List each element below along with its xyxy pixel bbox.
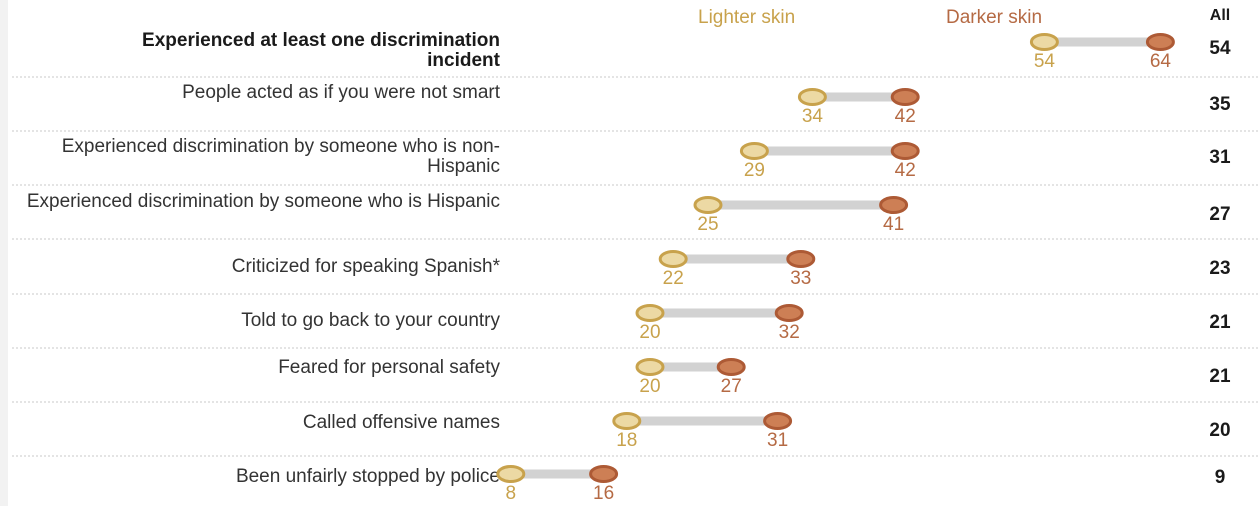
dot-darker-skin <box>890 142 920 160</box>
dot-lighter-skin <box>658 250 688 268</box>
dot-lighter-skin <box>1029 33 1059 51</box>
dot-darker-skin <box>774 304 804 322</box>
value-label-lighter: 20 <box>639 376 660 397</box>
value-label-darker: 16 <box>593 483 614 504</box>
value-label-lighter: 22 <box>663 268 684 289</box>
all-value: 31 <box>1209 147 1231 168</box>
value-label-darker: 27 <box>721 376 742 397</box>
all-value: 9 <box>1214 467 1226 488</box>
value-label-lighter: 8 <box>506 483 517 504</box>
dot-darker-skin <box>716 358 746 376</box>
value-label-darker: 64 <box>1150 51 1172 72</box>
dot-darker-skin <box>763 412 793 430</box>
dot-lighter-skin <box>693 196 723 214</box>
all-value: 21 <box>1209 366 1231 387</box>
dot-darker-skin <box>589 465 619 483</box>
row-label: Experienced discrimination by someone wh… <box>61 136 500 177</box>
row-label: Called offensive names <box>302 412 500 433</box>
row-label: Been unfairly stopped by police <box>235 466 500 487</box>
all-value: 21 <box>1209 312 1231 333</box>
value-label-lighter: 18 <box>616 430 637 451</box>
left-margin-band <box>0 0 8 506</box>
all-value: 20 <box>1209 420 1231 441</box>
value-label-lighter: 25 <box>697 214 718 235</box>
all-value: 35 <box>1209 94 1231 115</box>
value-label-darker: 31 <box>767 430 788 451</box>
value-label-lighter: 29 <box>744 160 765 181</box>
dot-lighter-skin <box>739 142 769 160</box>
value-label-darker: 41 <box>883 214 904 235</box>
value-label-lighter: 20 <box>639 322 660 343</box>
value-label-darker: 42 <box>895 160 916 181</box>
value-label-lighter: 54 <box>1034 51 1056 72</box>
value-label-lighter: 34 <box>802 106 824 127</box>
row-label: People acted as if you were not smart <box>182 82 500 103</box>
dot-darker-skin <box>786 250 816 268</box>
row-label: Experienced discrimination by someone wh… <box>26 191 500 212</box>
dot-darker-skin <box>879 196 909 214</box>
dot-lighter-skin <box>635 358 665 376</box>
legend-darker-skin: Darker skin <box>946 7 1043 28</box>
dot-darker-skin <box>890 88 920 106</box>
legend-all: All <box>1209 7 1231 24</box>
value-label-darker: 32 <box>779 322 800 343</box>
dot-lighter-skin <box>635 304 665 322</box>
all-value: 27 <box>1209 204 1231 225</box>
dot-lighter-skin <box>797 88 827 106</box>
legend-lighter-skin: Lighter skin <box>698 7 796 28</box>
dot-lighter-skin <box>612 412 642 430</box>
value-label-darker: 42 <box>895 106 916 127</box>
row-label: Criticized for speaking Spanish* <box>231 256 500 277</box>
all-value: 23 <box>1209 258 1231 279</box>
value-label-darker: 33 <box>790 268 811 289</box>
row-label: Experienced at least one discrimination … <box>142 30 500 71</box>
dot-lighter-skin <box>496 465 526 483</box>
row-label: Told to go back to your country <box>241 310 500 331</box>
row-label: Feared for personal safety <box>278 357 500 378</box>
all-value: 54 <box>1209 38 1231 59</box>
dot-darker-skin <box>1145 33 1175 51</box>
